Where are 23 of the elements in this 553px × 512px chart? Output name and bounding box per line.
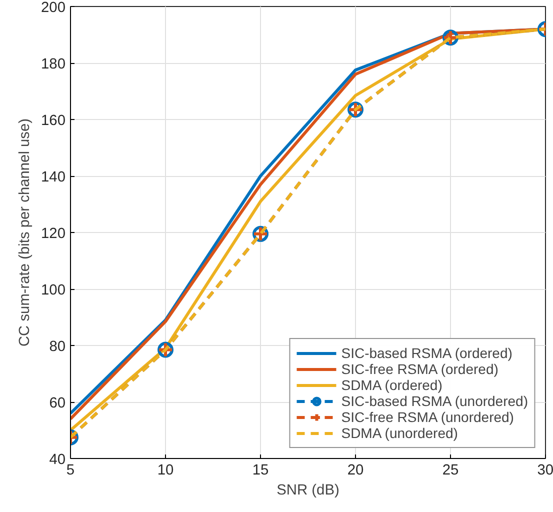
y-tick-label: 200 — [41, 0, 66, 16]
y-axis-title: CC sum-rate (bits per channel use) — [17, 118, 34, 347]
y-tick-label: 60 — [49, 396, 66, 412]
y-tick-label: 80 — [49, 339, 66, 355]
x-tick-label: 10 — [157, 462, 174, 478]
x-tick-label: 15 — [252, 462, 269, 478]
legend-label: SIC-based RSMA (ordered) — [341, 345, 512, 361]
legend-label: SIC-free RSMA (ordered) — [341, 361, 498, 377]
x-tick-label: 20 — [347, 462, 364, 478]
legend-label: SIC-free RSMA (unordered) — [341, 409, 514, 425]
y-tick-label: 160 — [41, 113, 66, 129]
legend-label: SIC-based RSMA (unordered) — [341, 393, 528, 409]
y-tick-label: 100 — [41, 282, 66, 298]
legend-label: SDMA (unordered) — [341, 425, 458, 441]
y-tick-label: 40 — [49, 452, 66, 468]
y-tick-label: 140 — [41, 170, 66, 186]
y-tick-label: 180 — [41, 56, 66, 72]
x-axis-title: SNR (dB) — [276, 482, 340, 498]
legend-label: SDMA (ordered) — [341, 377, 442, 393]
x-tick-label: 25 — [442, 462, 459, 478]
x-tick-label: 30 — [537, 462, 553, 478]
x-tick-label: 5 — [66, 462, 75, 478]
y-tick-label: 120 — [41, 226, 66, 242]
